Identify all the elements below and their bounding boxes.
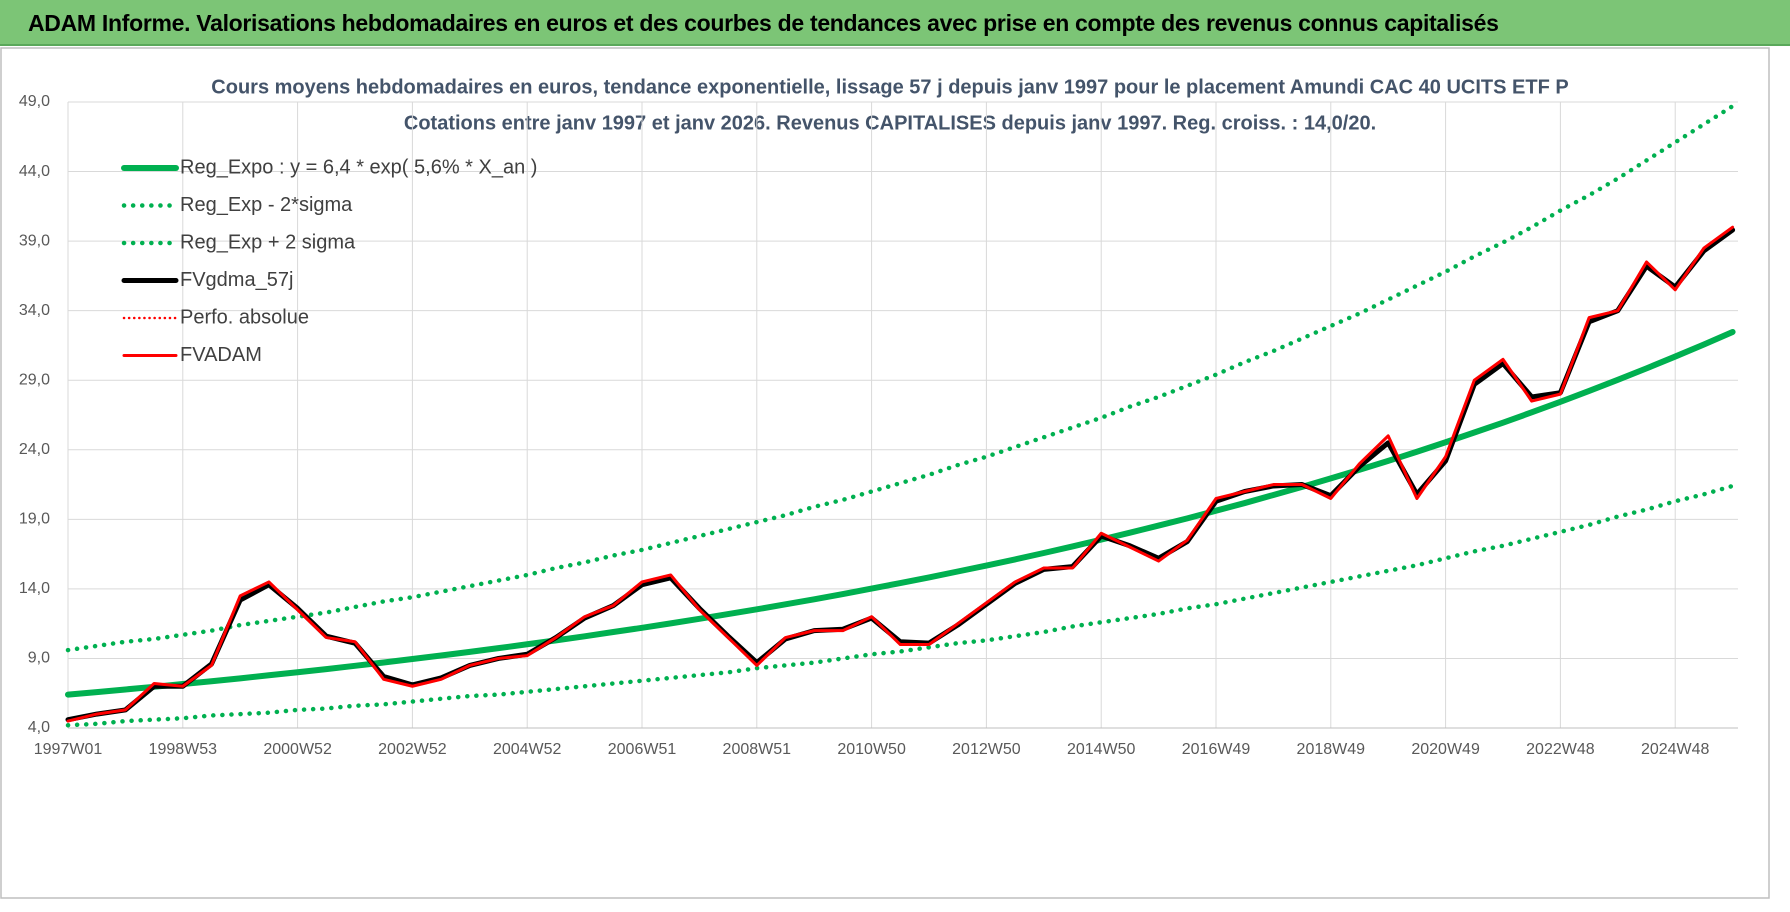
x-tick-label: 2018W49	[1297, 741, 1366, 758]
y-tick-label: 24,0	[19, 441, 50, 458]
x-tick-label: 2012W50	[952, 741, 1021, 758]
series-line	[66, 225, 1735, 723]
y-tick-label: 49,0	[19, 93, 50, 110]
y-tick-label: 14,0	[19, 580, 50, 597]
y-tick-label: 4,0	[28, 719, 50, 736]
x-tick-label: 2006W51	[608, 741, 677, 758]
x-tick-label: 2022W48	[1526, 741, 1595, 758]
x-tick-label: 1997W01	[34, 741, 103, 758]
y-tick-label: 19,0	[19, 511, 50, 528]
series-line	[65, 483, 1735, 728]
x-tick-label: 2020W49	[1411, 741, 1480, 758]
x-tick-label: 2014W50	[1067, 741, 1136, 758]
y-tick-label: 9,0	[28, 650, 50, 667]
header-bar: ADAM Informe. Valorisations hebdomadaire…	[0, 0, 1790, 46]
y-tick-label: 34,0	[19, 302, 50, 319]
legend-label: Reg_Exp - 2*sigma	[180, 194, 353, 216]
y-tick-label: 29,0	[19, 371, 50, 388]
legend-label: Perfo. absolue	[180, 306, 309, 328]
legend-label: Reg_Exp + 2 sigma	[180, 231, 356, 253]
x-tick-label: 2010W50	[837, 741, 906, 758]
chart-frame	[0, 47, 1770, 899]
x-tick-label: 2008W51	[723, 741, 792, 758]
x-tick-label: 2004W52	[493, 741, 562, 758]
chart-subtitle: Cotations entre janv 1997 et janv 2026. …	[404, 112, 1376, 134]
x-tick-label: 2000W52	[263, 741, 332, 758]
chart-title: Cours moyens hebdomadaires en euros, ten…	[211, 76, 1568, 98]
x-tick-label: 2024W48	[1641, 741, 1710, 758]
series-line	[65, 103, 1735, 653]
x-tick-label: 1998W53	[149, 741, 218, 758]
legend-label: FVADAM	[180, 344, 262, 366]
y-tick-label: 44,0	[19, 163, 50, 180]
legend-label: Reg_Expo : y = 6,4 * exp( 5,6% * X_an )	[180, 156, 537, 178]
y-tick-label: 39,0	[19, 232, 50, 249]
chart: Cours moyens hebdomadaires en euros, ten…	[0, 47, 1770, 899]
x-tick-label: 2016W49	[1182, 741, 1251, 758]
header-title: ADAM Informe. Valorisations hebdomadaire…	[28, 10, 1499, 36]
legend-label: FVgdma_57j	[180, 269, 293, 291]
x-tick-label: 2002W52	[378, 741, 447, 758]
